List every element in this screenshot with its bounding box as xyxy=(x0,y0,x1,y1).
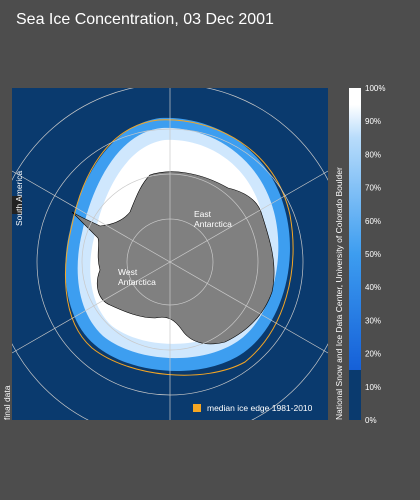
title: Sea Ice Concentration, 03 Dec 2001 xyxy=(16,11,274,28)
antarctica xyxy=(71,171,275,345)
west-antarctica-label: West xyxy=(118,267,138,277)
colorbar-tick-label: 60% xyxy=(365,217,381,226)
colorbar-tick-label: 20% xyxy=(365,350,381,359)
status-label: final data xyxy=(2,385,12,420)
colorbar-tick-label: 80% xyxy=(365,150,381,159)
map xyxy=(12,88,328,420)
legend-swatch xyxy=(193,404,201,412)
south-america-tip xyxy=(12,196,22,214)
east-antarctica-label: Antarctica xyxy=(194,219,232,229)
south-america-label: South America xyxy=(14,170,24,226)
colorbar-tick-label: 40% xyxy=(365,283,381,292)
colorbar-ticks: 100% 90% 80% 70% 60% 50% 40% 30% 20% 10% 0% xyxy=(365,84,385,425)
colorbar-tick-label: 70% xyxy=(365,184,381,193)
west-antarctica-label: Antarctica xyxy=(118,277,156,287)
colorbar-tick-label: 30% xyxy=(365,316,381,325)
colorbar xyxy=(349,88,361,420)
colorbar-tick-label: 50% xyxy=(365,250,381,259)
colorbar-tick-label: 10% xyxy=(365,383,381,392)
colorbar-tick-label: 90% xyxy=(365,117,381,126)
east-antarctica-label: East xyxy=(194,209,212,219)
colorbar-tick-label: 0% xyxy=(365,416,377,425)
legend-label: median ice edge 1981-2010 xyxy=(207,403,313,413)
graticule xyxy=(12,88,328,420)
median-ice-edge xyxy=(65,119,294,376)
colorbar-tick-label: 100% xyxy=(365,84,385,93)
credit: National Snow and Ice Data Center, Unive… xyxy=(334,167,344,420)
